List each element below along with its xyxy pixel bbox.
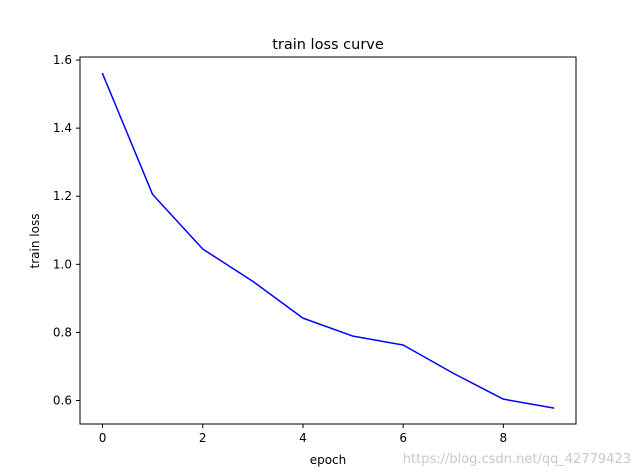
series-group (101, 72, 555, 409)
y-tick-label: 1.4 (53, 121, 72, 135)
x-tick-label: 6 (399, 431, 407, 445)
chart-title: train loss curve (272, 37, 384, 53)
x-tick-label: 2 (199, 431, 207, 445)
series-line-0 (101, 72, 555, 409)
y-axis-label: train loss (28, 214, 42, 269)
y-tick-label: 1.0 (53, 257, 72, 271)
y-tick-label: 0.6 (53, 394, 72, 408)
x-tick-label: 0 (99, 431, 107, 445)
axis-ticks: 0 2 4 6 8 0.6 0.8 1.0 1.2 1.4 1.6 (53, 53, 507, 445)
x-axis-label: epoch (310, 453, 347, 467)
y-tick-label: 0.8 (53, 325, 72, 339)
y-tick-label: 1.2 (53, 189, 72, 203)
watermark: https://blog.csdn.net/qq_42779423 (403, 452, 631, 467)
plot-frame (79, 56, 577, 425)
x-tick-label: 4 (299, 431, 307, 445)
x-tick-label: 8 (500, 431, 508, 445)
y-tick-label: 1.6 (53, 53, 72, 67)
